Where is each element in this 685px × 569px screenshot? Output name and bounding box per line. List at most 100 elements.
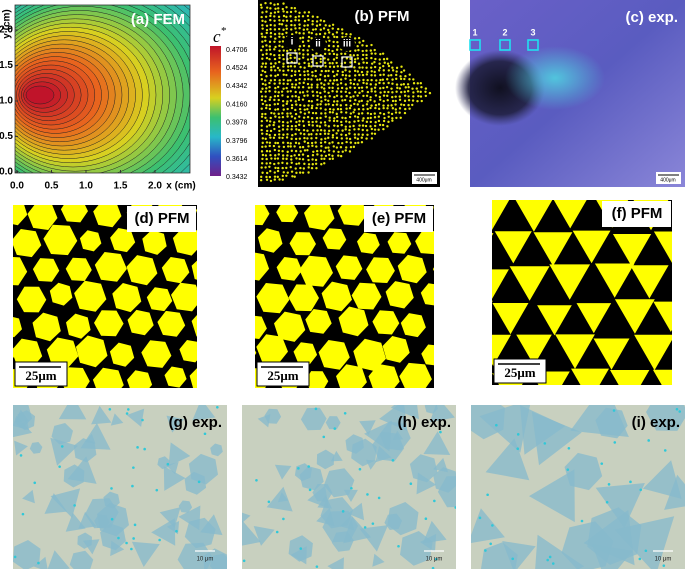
particle — [370, 87, 373, 91]
particle — [277, 10, 280, 14]
flake — [51, 423, 73, 445]
particle — [281, 120, 285, 124]
particle — [358, 41, 361, 44]
particle — [269, 18, 272, 22]
particle — [290, 124, 294, 128]
nucleus — [322, 435, 326, 439]
particle — [286, 115, 289, 118]
particle — [274, 7, 277, 11]
particle — [282, 2, 285, 5]
particle — [264, 65, 267, 69]
particle — [348, 150, 352, 153]
particle — [328, 52, 331, 56]
particle — [315, 145, 318, 148]
particle — [285, 10, 289, 14]
particle — [332, 52, 336, 56]
particle — [332, 129, 335, 132]
particle — [370, 132, 374, 135]
particle — [260, 6, 263, 9]
particle — [311, 129, 315, 132]
nucleus — [197, 480, 201, 484]
nucleus — [297, 467, 300, 470]
particle — [344, 128, 347, 131]
particle — [286, 107, 289, 111]
particle — [324, 112, 327, 115]
particle — [327, 91, 330, 94]
particle — [323, 121, 327, 124]
particle — [377, 128, 380, 131]
particle — [362, 94, 365, 98]
particle — [344, 90, 347, 94]
crystal — [256, 283, 290, 314]
particle — [331, 49, 334, 53]
particle — [265, 119, 269, 122]
particle — [395, 66, 399, 70]
particle — [273, 19, 276, 22]
particle — [274, 45, 277, 49]
crystal — [492, 300, 493, 303]
crystal — [75, 335, 108, 368]
particle — [302, 124, 306, 128]
nucleus — [125, 412, 129, 415]
particle — [369, 66, 373, 69]
particle — [282, 10, 285, 13]
particle — [259, 179, 263, 182]
crystal — [492, 303, 529, 335]
particle — [353, 115, 357, 118]
particle — [323, 95, 327, 98]
particle — [324, 154, 328, 158]
particle — [353, 128, 356, 131]
flake — [359, 420, 376, 436]
particle — [281, 161, 284, 165]
nucleus — [125, 541, 128, 545]
particle — [298, 146, 302, 149]
particle — [298, 91, 302, 94]
particle — [336, 100, 339, 103]
nucleus — [267, 500, 271, 504]
panel-label: (e) PFM — [372, 210, 426, 227]
crystal — [66, 313, 91, 339]
particle — [273, 148, 277, 152]
particle — [276, 175, 280, 179]
particle — [366, 133, 369, 137]
nucleus — [13, 555, 17, 559]
particle — [379, 52, 382, 56]
particle — [282, 104, 285, 107]
nucleus — [73, 504, 76, 507]
particle — [269, 53, 272, 56]
particle — [310, 78, 313, 81]
particle — [356, 94, 359, 97]
particle — [348, 132, 351, 135]
particle — [274, 108, 277, 111]
particle — [365, 82, 369, 85]
crystal — [43, 224, 78, 256]
particle — [344, 83, 348, 86]
crystal — [13, 229, 42, 258]
particle — [268, 45, 272, 48]
particle — [261, 153, 265, 157]
nucleus — [110, 487, 113, 490]
crystal — [357, 232, 380, 254]
particle — [412, 82, 416, 85]
crystal — [492, 233, 494, 236]
particle — [281, 40, 285, 43]
particle — [382, 99, 385, 103]
particle — [269, 79, 273, 82]
particle — [281, 100, 285, 103]
region-box — [527, 39, 539, 51]
particle — [361, 49, 364, 53]
particle — [260, 98, 264, 102]
nucleus — [629, 480, 632, 484]
particle — [387, 69, 391, 72]
particle — [382, 119, 386, 123]
particle — [360, 136, 364, 139]
particle — [261, 87, 264, 90]
particle — [277, 125, 281, 128]
particle — [285, 102, 289, 106]
flake — [253, 526, 275, 546]
crystal — [255, 315, 267, 339]
particle — [295, 103, 298, 106]
particle — [269, 7, 272, 10]
particle — [340, 123, 343, 127]
